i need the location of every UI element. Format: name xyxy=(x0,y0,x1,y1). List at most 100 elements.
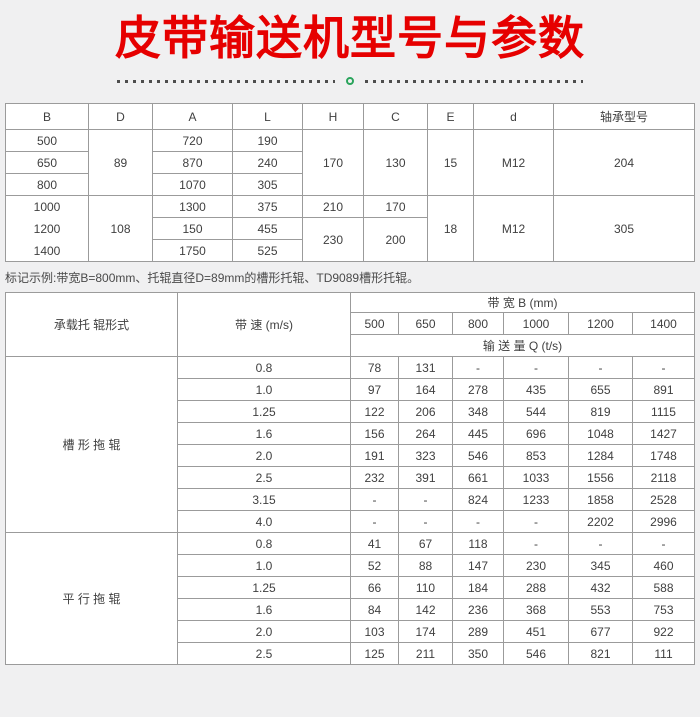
spec-cell: 170 xyxy=(302,129,364,197)
capacity-cell: - xyxy=(632,532,695,556)
capacity-cell: 368 xyxy=(503,598,569,622)
width-header-cell: 1200 xyxy=(568,312,633,336)
capacity-cell: 278 xyxy=(452,378,504,402)
col-header-B: B xyxy=(5,103,89,131)
capacity-cell: 1284 xyxy=(568,444,633,468)
capacity-cell: 103 xyxy=(350,620,399,644)
capacity-cell: 142 xyxy=(398,598,453,622)
spec-cell: 240 xyxy=(232,151,303,175)
spec-table: B D A L H C E d 轴承型号 500 89 720 190 170 … xyxy=(5,103,695,263)
capacity-cell: 824 xyxy=(452,488,504,512)
table-row: 1400 1750 525 xyxy=(5,239,695,263)
capacity-cell: 588 xyxy=(632,576,695,600)
speed-cell: 4.0 xyxy=(177,510,351,534)
capacity-cell: 2118 xyxy=(632,466,695,490)
capacity-cell: - xyxy=(398,510,453,534)
capacity-cell: 118 xyxy=(452,532,504,556)
speed-cell: 0.8 xyxy=(177,356,351,380)
speed-cell: 1.25 xyxy=(177,400,351,424)
capacity-cell: 125 xyxy=(350,642,399,666)
throughput-header-cell: 输 送 量 Q (t/s) xyxy=(350,334,695,358)
table-row: 800 1070 305 xyxy=(5,173,695,197)
speed-cell: 1.0 xyxy=(177,378,351,402)
capacity-cell: 2528 xyxy=(632,488,695,512)
marking-example-note: 标记示例:带宽B=800mm、托辊直径D=89mm的槽形托辊、TD9089槽形托… xyxy=(5,271,420,286)
spec-cell: 204 xyxy=(553,129,695,197)
capacity-cell: 230 xyxy=(503,554,569,578)
capacity-cell: 677 xyxy=(568,620,633,644)
capacity-cell: 546 xyxy=(503,642,569,666)
table-row: 槽 形 拖 辊 0.8 78 131 - - - - xyxy=(5,356,695,534)
capacity-cell: 922 xyxy=(632,620,695,644)
capacity-cell: 84 xyxy=(350,598,399,622)
table-row: 3.15 - - 824 1233 1858 2528 xyxy=(6,488,695,512)
speed-cell: 2.5 xyxy=(177,466,351,490)
table-row: 1.0 97 164 278 435 655 891 xyxy=(6,378,695,402)
width-header-cell: 650 xyxy=(398,312,453,336)
capacity-cell: 1233 xyxy=(503,488,569,512)
speed-cell: 1.0 xyxy=(177,554,351,578)
capacity-header-row-1: 承载托 辊形式 带 速 (m/s) 带 宽 B (mm) xyxy=(5,292,695,358)
capacity-cell: 2202 xyxy=(568,510,633,534)
spec-cell: 305 xyxy=(553,195,695,263)
capacity-cell: 264 xyxy=(398,422,453,446)
table-row: 500 89 720 190 170 130 15 M12 204 xyxy=(5,129,695,197)
col-header-C: C xyxy=(363,103,428,131)
capacity-cell: 1115 xyxy=(632,400,695,424)
capacity-cell: 432 xyxy=(568,576,633,600)
capacity-cell: 52 xyxy=(350,554,399,578)
capacity-cell: 661 xyxy=(452,466,504,490)
capacity-cell: - xyxy=(503,532,569,556)
capacity-header-row-2: 500 650 800 1000 1200 1400 xyxy=(6,312,695,336)
capacity-cell: 345 xyxy=(568,554,633,578)
spec-cell: 1300 xyxy=(152,195,233,219)
col-header-A: A xyxy=(152,103,233,131)
speed-cell: 1.6 xyxy=(177,422,351,446)
speed-cell: 1.6 xyxy=(177,598,351,622)
capacity-cell: 460 xyxy=(632,554,695,578)
capacity-cell: 1427 xyxy=(632,422,695,446)
roller-section-label: 槽 形 拖 辊 xyxy=(5,356,178,534)
page-title: 皮带输送机型号与参数 xyxy=(115,12,585,64)
spec-cell: 130 xyxy=(363,129,428,197)
capacity-cell: 1048 xyxy=(568,422,633,446)
spec-cell: 89 xyxy=(88,129,153,197)
spec-cell: 375 xyxy=(232,195,303,219)
capacity-cell: - xyxy=(452,356,504,380)
spec-cell: 650 xyxy=(5,151,89,175)
bandwidth-header-cell: 带 宽 B (mm) xyxy=(350,292,695,314)
capacity-cell: 753 xyxy=(632,598,695,622)
spec-cell: 800 xyxy=(5,173,89,197)
spec-cell: 15 xyxy=(427,129,474,197)
table-row: 1000 108 1300 375 210 170 18 M12 305 xyxy=(5,195,695,263)
spec-cell: 108 xyxy=(88,195,153,263)
capacity-cell: 348 xyxy=(452,400,504,424)
spec-cell: 455 xyxy=(232,217,303,241)
capacity-cell: 232 xyxy=(350,466,399,490)
capacity-cell: - xyxy=(503,510,569,534)
capacity-cell: 1858 xyxy=(568,488,633,512)
speed-cell: 2.0 xyxy=(177,444,351,468)
capacity-cell: 67 xyxy=(398,532,453,556)
spec-cell: 500 xyxy=(5,129,89,153)
capacity-cell: 66 xyxy=(350,576,399,600)
capacity-cell: 891 xyxy=(632,378,695,402)
capacity-cell: - xyxy=(632,356,695,380)
capacity-cell: 445 xyxy=(452,422,504,446)
capacity-cell: 819 xyxy=(568,400,633,424)
capacity-cell: 435 xyxy=(503,378,569,402)
capacity-cell: 236 xyxy=(452,598,504,622)
capacity-cell: 110 xyxy=(398,576,453,600)
spec-cell: 200 xyxy=(363,217,428,263)
col-header-H: H xyxy=(302,103,364,131)
capacity-cell: 211 xyxy=(398,642,453,666)
capacity-cell: 696 xyxy=(503,422,569,446)
capacity-cell: 131 xyxy=(398,356,453,380)
spec-cell: M12 xyxy=(473,195,554,263)
col-header-D: D xyxy=(88,103,153,131)
title-divider xyxy=(0,75,700,87)
capacity-cell: 323 xyxy=(398,444,453,468)
table-row: 1.0 52 88 147 230 345 460 xyxy=(6,554,695,578)
spec-cell: 1000 xyxy=(5,195,89,218)
capacity-cell: 111 xyxy=(632,642,695,666)
